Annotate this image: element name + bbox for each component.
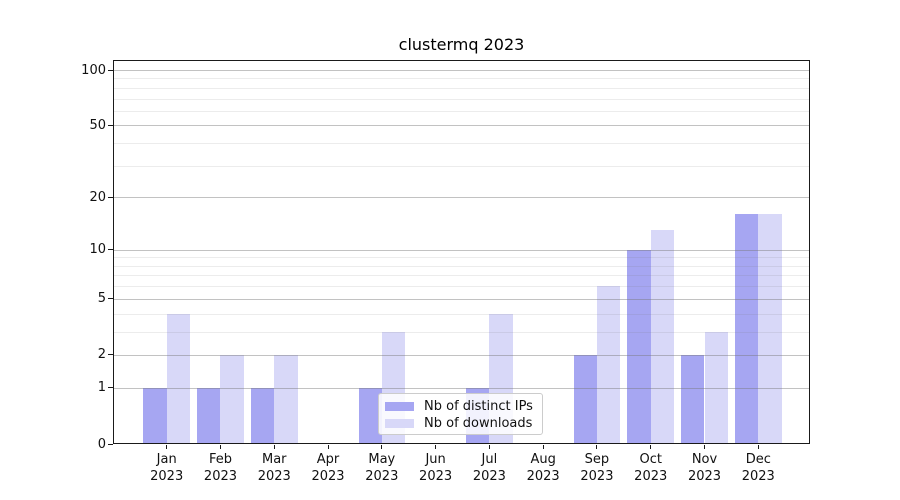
y-tick-label-5: 5 [97, 291, 106, 307]
legend-swatch-downloads [385, 419, 414, 428]
bar-nb-of-distinct-ips-jan [143, 387, 167, 444]
x-tick-oct [650, 445, 652, 449]
x-tick-dec [757, 445, 759, 449]
x-tick-label-may: May 2023 [365, 452, 399, 484]
bar-nb-of-distinct-ips-feb [197, 387, 221, 444]
bar-nb-of-distinct-ips-may [358, 387, 382, 444]
x-tick-may [381, 445, 383, 449]
x-tick-label-oct: Oct 2023 [634, 452, 668, 484]
x-tick-jul [488, 445, 490, 449]
x-tick-label-feb: Feb 2023 [203, 452, 238, 484]
legend-entry-distinct-ips: Nb of distinct IPs [385, 398, 542, 415]
legend-entry-downloads: Nb of downloads [385, 415, 542, 432]
y-tick-label-0: 0 [97, 436, 106, 452]
y-tick-label-100: 100 [81, 62, 106, 78]
x-tick-jan [166, 445, 168, 449]
legend-swatch-distinct-ips [385, 402, 414, 411]
x-tick-feb [219, 445, 221, 449]
bar-nb-of-distinct-ips-nov [681, 354, 705, 444]
bar-nb-of-downloads-jan [166, 313, 190, 444]
y-tick-20 [108, 196, 113, 198]
x-tick-label-jan: Jan 2023 [150, 452, 184, 484]
y-tick-100 [108, 69, 113, 71]
x-tick-jun [435, 445, 437, 449]
y-tick-label-20: 20 [89, 189, 106, 205]
plot-area: Nb of distinct IPs Nb of downloads [113, 60, 810, 444]
bar-nb-of-distinct-ips-mar [250, 387, 275, 444]
x-tick-mar [273, 445, 275, 449]
bar-nb-of-downloads-oct [650, 230, 675, 444]
bar-nb-of-downloads-dec [758, 214, 782, 444]
x-tick-label-jun: Jun 2023 [419, 452, 453, 484]
bar-nb-of-downloads-mar [274, 354, 298, 444]
x-tick-label-aug: Aug 2023 [526, 452, 560, 484]
bar-nb-of-distinct-ips-oct [627, 249, 651, 444]
x-tick-apr [327, 445, 329, 449]
bar-nb-of-distinct-ips-sep [573, 354, 597, 444]
x-tick-label-apr: Apr 2023 [311, 452, 345, 484]
bar-nb-of-downloads-feb [220, 354, 244, 444]
y-tick-1 [108, 387, 113, 389]
y-tick-5 [108, 298, 113, 300]
legend-label-distinct-ips: Nb of distinct IPs [424, 399, 533, 414]
legend: Nb of distinct IPs Nb of downloads [378, 393, 543, 435]
x-tick-label-nov: Nov 2023 [687, 452, 722, 484]
y-tick-label-2: 2 [97, 347, 106, 363]
y-tick-2 [108, 354, 113, 356]
x-tick-aug [542, 445, 544, 449]
plot-border [113, 60, 810, 444]
bar-nb-of-downloads-nov [704, 331, 728, 444]
y-tick-label-50: 50 [89, 117, 106, 133]
bar-nb-of-distinct-ips-dec [734, 214, 759, 444]
legend-label-downloads: Nb of downloads [424, 416, 533, 431]
x-tick-sep [596, 445, 598, 449]
chart-title: clustermq 2023 [398, 35, 525, 54]
y-tick-0 [108, 443, 113, 445]
y-tick-50 [108, 124, 113, 126]
x-tick-label-dec: Dec 2023 [741, 452, 775, 484]
x-tick-label-jul: Jul 2023 [472, 452, 506, 484]
x-tick-label-sep: Sep 2023 [580, 452, 614, 484]
y-tick-10 [108, 249, 113, 251]
y-tick-label-1: 1 [97, 380, 106, 396]
y-tick-label-10: 10 [89, 242, 106, 258]
x-tick-nov [704, 445, 705, 449]
bar-nb-of-downloads-sep [596, 286, 621, 444]
x-tick-label-mar: Mar 2023 [257, 452, 291, 484]
